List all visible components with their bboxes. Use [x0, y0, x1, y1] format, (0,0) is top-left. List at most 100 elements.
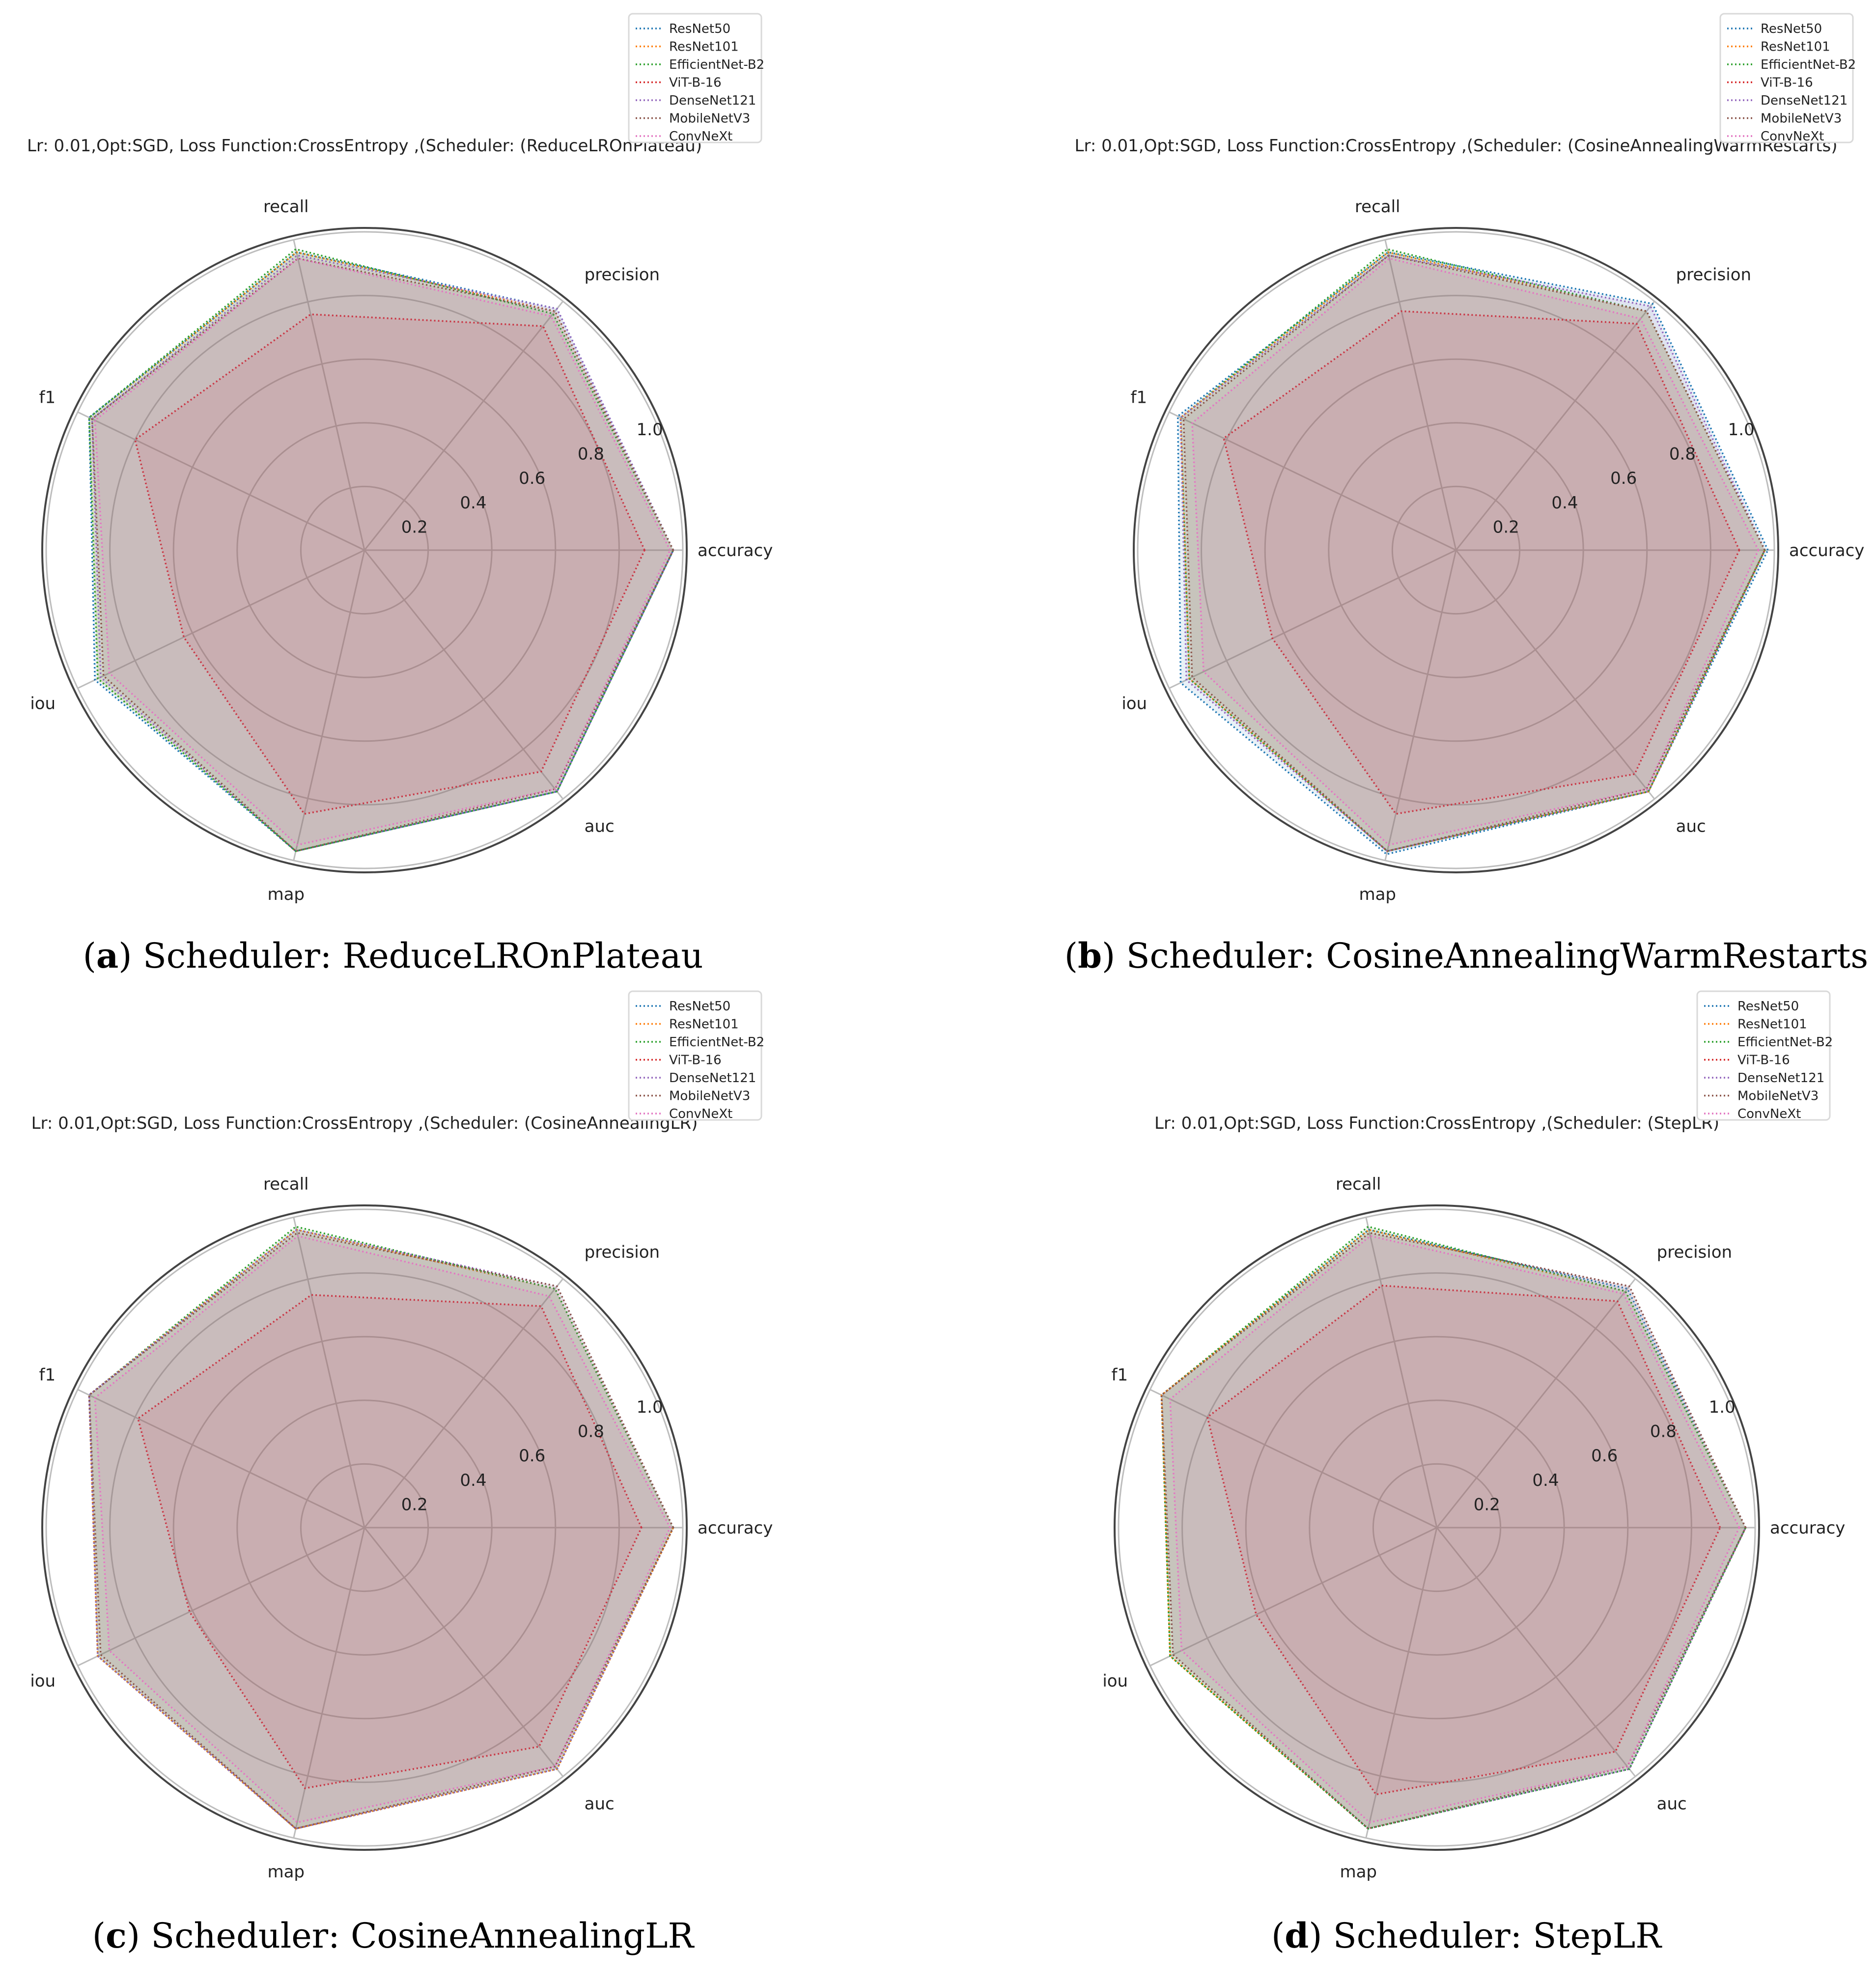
series-convnext: [1169, 1235, 1740, 1823]
legend-box: [1719, 13, 1854, 143]
series-densenet121: [1179, 254, 1766, 852]
series-densenet121: [1160, 1232, 1747, 1830]
radar-chart-d: 0.2 0.4 0.6 0.8 1.0 accuracy precision recall f1…: [1102, 990, 1845, 1956]
series-convnext: [1191, 257, 1760, 846]
caption-text: ) Scheduler: CosineAnnealingWarmRestarts: [1102, 936, 1868, 976]
radar-chart-a: 0.2 0.4 0.6 0.8 1.0 accuracy precision recall f1…: [27, 13, 773, 976]
legend-entry: ViT-B-16: [669, 1053, 722, 1068]
spoke-auc: [1455, 550, 1655, 800]
legend: ResNet50 ResNet101 EfficientNet-B2 ViT-B-16…: [628, 990, 764, 1121]
r-tick-label: 1.0: [1728, 420, 1755, 440]
r-tick-label: 0.8: [578, 1422, 604, 1442]
legend: ResNet50 ResNet101 EfficientNet-B2 ViT-B-16…: [628, 13, 764, 144]
series-resnet50: [88, 251, 674, 852]
legend-entry: ViT-B-16: [1737, 1053, 1790, 1068]
series-densenet121: [91, 254, 674, 852]
spoke-iou: [77, 1527, 365, 1667]
spoke-map: [1365, 1527, 1438, 1839]
caption-open-paren: (: [83, 936, 96, 976]
series-convnext: [94, 257, 671, 846]
series-mobilenetv3: [1182, 254, 1766, 852]
spoke-precision: [1436, 1278, 1636, 1528]
legend-entry: DenseNet121: [669, 1071, 756, 1086]
spoke-auc: [364, 1527, 564, 1777]
legend: ResNet50 ResNet101 EfficientNet-B2 ViT-B-16…: [1696, 990, 1833, 1121]
axis-label-f1: f1: [39, 388, 56, 407]
legend-entry: EfficientNet-B2: [1737, 1035, 1833, 1050]
radar-chart-b: 0.2 0.4 0.6 0.8 1.0 accuracy precision recall f1…: [1064, 13, 1868, 976]
axis-label-auc: auc: [1657, 1794, 1687, 1814]
chart-title: Lr: 0.01,Opt:SGD, Loss Function:CrossEnt…: [31, 1114, 698, 1133]
legend-entry: ConvNeXt: [669, 129, 732, 144]
r-tick-label: 0.2: [401, 517, 428, 537]
axis-label-iou: iou: [1102, 1672, 1128, 1691]
spoke-auc: [1436, 1527, 1636, 1777]
legend-entry: ResNet50: [1737, 999, 1799, 1014]
spoke-iou: [77, 549, 365, 689]
axis-label-accuracy: accuracy: [1789, 541, 1864, 560]
spoke-f1: [1149, 1389, 1437, 1529]
axis-label-recall: recall: [263, 197, 309, 217]
figure-caption: (a) Scheduler: ReduceLROnPlateau: [83, 935, 703, 976]
axis-label-iou: iou: [1121, 694, 1147, 714]
caption-text: ) Scheduler: StepLR: [1309, 1916, 1662, 1956]
r-tick-label: 0.4: [1532, 1471, 1559, 1490]
series-efficientnet-b2: [88, 248, 674, 852]
legend-entry: ResNet50: [1761, 22, 1822, 36]
series-efficientnet-b2: [1160, 1226, 1747, 1830]
series-vit-b-16: [1223, 310, 1740, 815]
legend-entry: MobileNetV3: [669, 112, 750, 126]
r-tick-label: 0.6: [519, 469, 545, 488]
legend-entry: ResNet50: [669, 22, 730, 36]
caption-open-paren: (: [1271, 1916, 1285, 1956]
polar-frame: [1133, 227, 1779, 873]
spoke-recall: [293, 239, 365, 551]
axis-label-recall: recall: [1355, 197, 1400, 217]
r-tick-label: 0.2: [1474, 1495, 1500, 1514]
axis-label-map: map: [1340, 1862, 1377, 1882]
r-tick-label: 1.0: [637, 1397, 663, 1417]
spoke-auc: [364, 550, 564, 800]
series-resnet50: [1176, 251, 1769, 855]
legend-entry: ResNet101: [1737, 1017, 1807, 1032]
r-tick-label: 0.4: [1551, 493, 1578, 513]
axis-label-precision: precision: [1676, 265, 1751, 285]
series-mobilenetv3: [1160, 1232, 1747, 1830]
r-tick-label: 1.0: [637, 420, 663, 440]
radar-chart-c: 0.2 0.4 0.6 0.8 1.0 accuracy precision recall f1…: [30, 990, 773, 1956]
spoke-precision: [364, 301, 564, 551]
series-efficientnet-b2: [1179, 248, 1766, 852]
legend-entry: ResNet101: [669, 40, 739, 55]
spoke-f1: [77, 1389, 365, 1529]
axis-label-auc: auc: [585, 1794, 615, 1814]
legend-box: [628, 13, 762, 143]
spoke-recall: [1365, 1217, 1438, 1528]
series-mobilenetv3: [88, 1232, 674, 1830]
spoke-map: [1384, 550, 1457, 861]
r-tick-label: 0.4: [460, 493, 486, 513]
r-tick-label: 0.4: [460, 1471, 486, 1490]
axis-label-recall: recall: [1336, 1174, 1381, 1194]
spoke-precision: [1455, 301, 1655, 551]
polar-frame: [1114, 1204, 1760, 1851]
series-densenet121: [88, 1228, 674, 1830]
axis-label-f1: f1: [1131, 388, 1148, 407]
axis-label-iou: iou: [30, 1672, 56, 1691]
figure-caption: (c) Scheduler: CosineAnnealingLR: [92, 1915, 695, 1956]
axis-label-accuracy: accuracy: [698, 1518, 773, 1538]
figure-caption: (b) Scheduler: CosineAnnealingWarmRestar…: [1064, 935, 1868, 976]
axis-label-iou: iou: [30, 694, 56, 714]
axis-label-accuracy: accuracy: [698, 541, 773, 560]
caption-text: ) Scheduler: CosineAnnealingLR: [127, 1916, 695, 1956]
axis-label-precision: precision: [585, 265, 660, 285]
r-tick-label: 1.0: [1709, 1397, 1736, 1417]
caption-text: ) Scheduler: ReduceLROnPlateau: [118, 936, 703, 976]
caption-letter: d: [1285, 1915, 1309, 1956]
r-tick-label: 0.2: [401, 1495, 428, 1514]
spoke-iou: [1169, 549, 1456, 689]
legend-entry: DenseNet121: [669, 93, 756, 108]
legend-entry: MobileNetV3: [669, 1089, 750, 1104]
legend-entry: DenseNet121: [1737, 1071, 1824, 1086]
